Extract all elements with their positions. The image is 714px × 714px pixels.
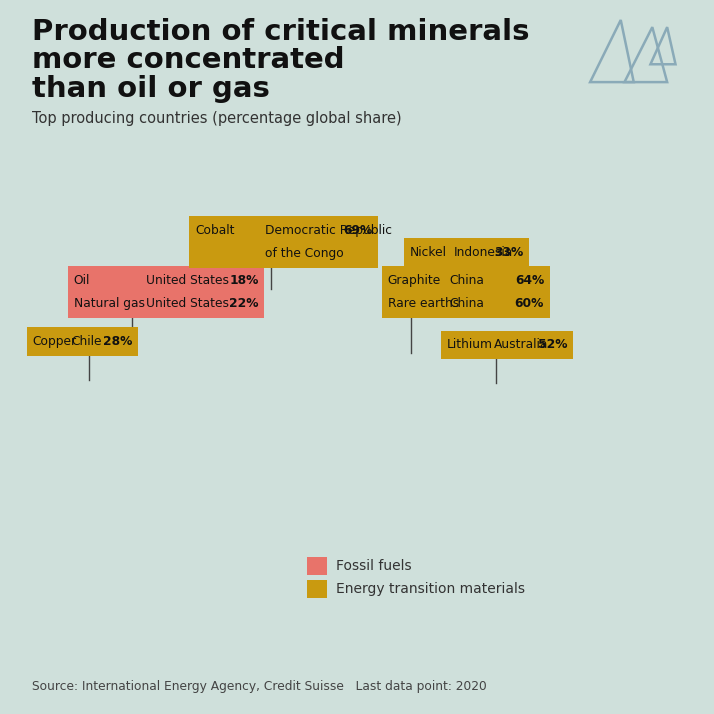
Text: 60%: 60%: [515, 297, 544, 311]
Text: Production of critical minerals: Production of critical minerals: [32, 18, 530, 46]
Text: Top producing countries (percentage global share): Top producing countries (percentage glob…: [32, 111, 402, 126]
Text: Nickel: Nickel: [410, 246, 447, 258]
Text: Rare earths: Rare earths: [388, 297, 459, 311]
Text: Source: International Energy Agency, Credit Suisse   Last data point: 2020: Source: International Energy Agency, Cre…: [32, 680, 487, 693]
Text: Copper: Copper: [33, 335, 77, 348]
Text: Cobalt: Cobalt: [195, 223, 234, 237]
Text: Oil: Oil: [74, 273, 90, 287]
Text: 69%: 69%: [343, 223, 373, 237]
Text: 18%: 18%: [229, 273, 258, 287]
Text: Fossil fuels: Fossil fuels: [336, 559, 411, 573]
Text: 52%: 52%: [538, 338, 568, 351]
Text: Indonesia: Indonesia: [454, 246, 513, 258]
Text: United States: United States: [146, 297, 229, 311]
Text: Chile: Chile: [71, 335, 102, 348]
Text: Graphite: Graphite: [388, 273, 441, 287]
Text: 22%: 22%: [229, 297, 258, 311]
Text: China: China: [449, 273, 484, 287]
Text: of the Congo: of the Congo: [265, 247, 343, 261]
Text: Energy transition materials: Energy transition materials: [336, 583, 525, 596]
Text: Democratic Republic: Democratic Republic: [265, 223, 392, 237]
Text: Natural gas: Natural gas: [74, 297, 144, 311]
Text: than oil or gas: than oil or gas: [32, 75, 270, 103]
Text: 64%: 64%: [515, 273, 544, 287]
Text: United States: United States: [146, 273, 229, 287]
Text: China: China: [449, 297, 484, 311]
Text: 33%: 33%: [494, 246, 523, 258]
Text: 28%: 28%: [103, 335, 132, 348]
Text: Lithium: Lithium: [447, 338, 493, 351]
Text: Australia: Australia: [494, 338, 548, 351]
Text: more concentrated: more concentrated: [32, 46, 345, 74]
